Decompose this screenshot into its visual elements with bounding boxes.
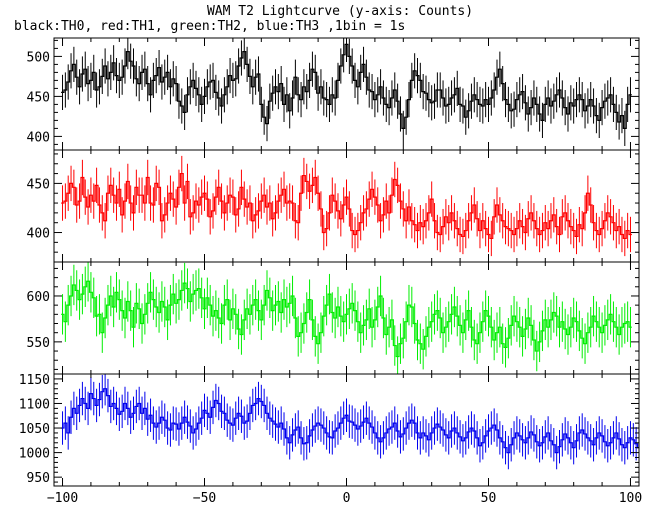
panel-th0: 400 450 500 [27,37,640,151]
x-tick-label: 100 [619,491,642,505]
series-line [61,172,632,240]
y-tick-label: 1100 [19,397,50,412]
y-tick-label: 1050 [19,422,50,437]
x-tick-label: 50 [481,491,497,505]
panel-th1: 400 450 [27,149,640,263]
y-tick-label: 950 [27,471,50,486]
chart-subtitle: black:TH0, red:TH1, green:TH2, blue:TH3 … [14,19,405,34]
series-line [61,280,632,358]
series-th0 [61,38,632,146]
x-tick-label: −100 [47,491,78,505]
y-tick-label: 400 [27,130,50,145]
x-tick-label: 0 [343,491,351,505]
y-tick-label: 1000 [19,447,50,462]
series-th2 [61,262,632,374]
y-tick-label: 550 [27,336,50,351]
y-tick-label: 500 [27,50,50,65]
x-tick-label: −50 [193,491,216,505]
y-tick-label: 450 [27,177,50,192]
chart-title: WAM T2 Lightcurve (y-axis: Counts) [207,4,473,19]
panel-th3: 950 1000 1050 1100 1150 [19,373,640,487]
y-tick-label: 1150 [19,373,50,388]
y-tick-label: 400 [27,227,50,242]
panels-layer: 400 450 500 400 450 550 600 950 1000 1050 1100 1150 [19,37,640,487]
panel-th2: 550 600 [27,261,640,375]
series-th1 [61,155,632,257]
series-th3 [61,374,639,470]
y-tick-label: 600 [27,290,50,305]
series-line [61,388,639,454]
y-tick-label: 450 [27,90,50,105]
x-axis: −100 −50 0 50 100 [47,491,642,505]
series-line [61,43,632,129]
